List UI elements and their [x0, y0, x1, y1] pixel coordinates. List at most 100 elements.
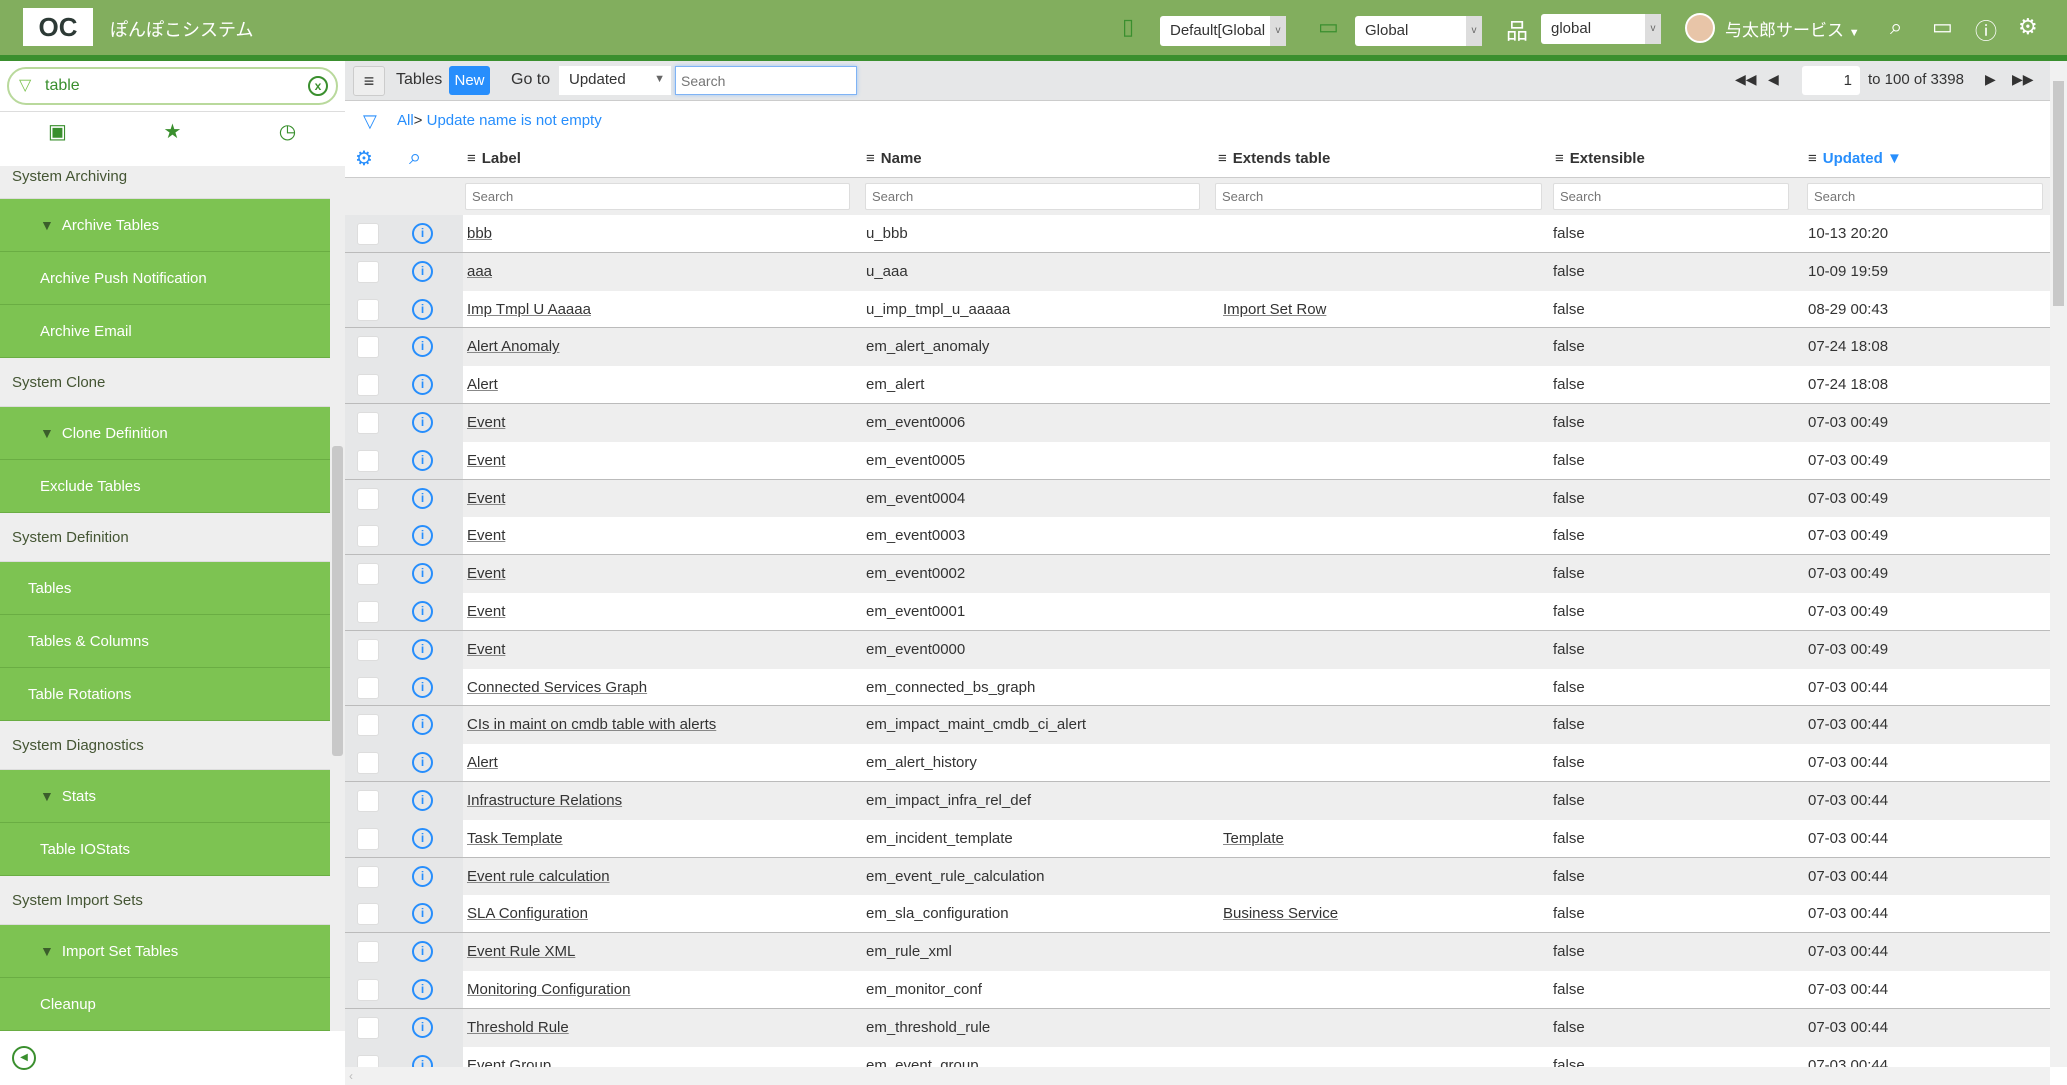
cell-label-link[interactable]: Event: [467, 527, 505, 544]
expand-triangle-icon[interactable]: ▼: [40, 943, 54, 959]
link[interactable]: Event: [467, 527, 506, 545]
info-icon[interactable]: i: [412, 298, 433, 320]
link[interactable]: Threshold Rule: [467, 1018, 569, 1036]
info-icon[interactable]: i: [412, 676, 433, 698]
scroll-thumb[interactable]: [332, 446, 343, 756]
nav-item[interactable]: Tables: [0, 562, 330, 615]
info-icon[interactable]: i: [412, 374, 433, 396]
link[interactable]: aaa: [467, 262, 493, 280]
info-icon[interactable]: i: [412, 638, 433, 660]
info-icon[interactable]: i: [412, 563, 433, 585]
breadcrumb-all[interactable]: All: [397, 112, 414, 129]
avatar[interactable]: [1685, 13, 1715, 43]
info-icon[interactable]: i: [412, 903, 433, 925]
goto-search-input[interactable]: [675, 66, 857, 95]
search-icon[interactable]: ⌕: [409, 144, 422, 169]
link[interactable]: bbb: [467, 225, 493, 242]
info-icon[interactable]: i: [412, 260, 433, 282]
link[interactable]: Business Service: [1223, 905, 1339, 923]
help-icon[interactable]: ⓘ: [1975, 19, 1998, 44]
first-page-icon[interactable]: ◀◀: [1735, 71, 1757, 87]
row-checkbox[interactable]: [357, 487, 379, 510]
link[interactable]: Alert: [467, 376, 498, 394]
row-checkbox[interactable]: [357, 298, 379, 321]
row-checkbox[interactable]: [357, 223, 379, 245]
cell-label-link[interactable]: Monitoring Configuration: [467, 981, 630, 998]
nav-item[interactable]: Tables & Columns: [0, 615, 330, 668]
update-set-select[interactable]: Default[Global v: [1160, 16, 1286, 46]
updated-search-input[interactable]: [1807, 183, 2043, 210]
link[interactable]: Imp Tmpl U Aaaaa: [467, 300, 591, 318]
row-checkbox[interactable]: [357, 563, 379, 586]
application-select[interactable]: Global v: [1355, 16, 1482, 46]
info-icon[interactable]: i: [412, 1054, 433, 1067]
info-icon[interactable]: i: [412, 789, 433, 811]
cell-label-link[interactable]: bbb: [467, 225, 492, 242]
last-page-icon[interactable]: ▶▶: [2012, 71, 2034, 87]
column-header-updated[interactable]: ≡ Updated ▼: [1808, 150, 1902, 167]
cell-label-link[interactable]: aaa: [467, 263, 492, 280]
info-icon[interactable]: i: [412, 827, 433, 849]
gear-icon[interactable]: ⚙: [355, 148, 373, 170]
link[interactable]: Task Template: [467, 829, 563, 847]
link[interactable]: Event: [467, 413, 506, 431]
cell-label-link[interactable]: Event: [467, 452, 505, 469]
link[interactable]: Monitoring Configuration: [467, 980, 631, 998]
link[interactable]: CIs in maint on cmdb table with alerts: [467, 716, 717, 734]
link[interactable]: Event: [467, 489, 506, 507]
nav-item[interactable]: System Definition: [0, 513, 330, 562]
cell-label-link[interactable]: Event: [467, 603, 505, 620]
star-icon[interactable]: ★: [163, 121, 182, 143]
cell-label-link[interactable]: Task Template: [467, 830, 563, 847]
nav-item[interactable]: System Diagnostics: [0, 721, 330, 770]
collapse-nav-icon[interactable]: ◀: [12, 1046, 36, 1070]
scroll-left-icon[interactable]: ‹: [349, 1069, 353, 1083]
row-checkbox[interactable]: [357, 903, 379, 926]
extensible-search-input[interactable]: [1553, 183, 1789, 210]
domain-select[interactable]: global v: [1541, 14, 1661, 44]
link[interactable]: Alert Anomaly: [467, 338, 560, 356]
nav-item[interactable]: ▼ Import Set Tables: [0, 925, 330, 978]
cell-extends-link[interactable]: Import Set Row: [1223, 301, 1326, 318]
row-checkbox[interactable]: [357, 260, 379, 283]
breadcrumb-condition[interactable]: Update name is not empty: [426, 112, 602, 129]
column-menu-icon[interactable]: ≡: [866, 150, 875, 167]
expand-triangle-icon[interactable]: ▼: [40, 217, 54, 233]
link[interactable]: SLA Configuration: [467, 905, 588, 923]
logo[interactable]: OC: [23, 8, 93, 46]
cell-label-link[interactable]: SLA Configuration: [467, 905, 588, 922]
link[interactable]: Event: [467, 565, 506, 583]
row-checkbox[interactable]: [357, 638, 379, 661]
cell-label-link[interactable]: Event Group: [467, 1057, 551, 1067]
cell-label-link[interactable]: Event: [467, 414, 505, 431]
nav-item[interactable]: ▼ Clone Definition: [0, 407, 330, 460]
info-icon[interactable]: i: [412, 1016, 433, 1038]
cell-label-link[interactable]: Imp Tmpl U Aaaaa: [467, 301, 591, 318]
cell-label-link[interactable]: Alert Anomaly: [467, 338, 560, 355]
name-search-input[interactable]: [865, 183, 1200, 210]
row-checkbox[interactable]: [357, 941, 379, 964]
link[interactable]: Connected Services Graph: [467, 678, 648, 696]
row-checkbox[interactable]: [357, 714, 379, 737]
nav-item[interactable]: ▼ Stats: [0, 770, 330, 823]
search-icon[interactable]: ⌕: [1890, 14, 1903, 39]
filter-icon[interactable]: ▽: [363, 111, 377, 131]
cell-label-link[interactable]: CIs in maint on cmdb table with alerts: [467, 716, 716, 733]
cell-label-link[interactable]: Event rule calculation: [467, 868, 610, 885]
link[interactable]: Template: [1223, 829, 1284, 847]
info-icon[interactable]: i: [412, 487, 433, 509]
new-button[interactable]: New: [449, 66, 490, 95]
column-menu-icon[interactable]: ≡: [1808, 150, 1817, 167]
row-checkbox[interactable]: [357, 411, 379, 434]
vertical-scrollbar[interactable]: [2050, 61, 2067, 1067]
nav-item[interactable]: System Clone: [0, 358, 330, 407]
row-checkbox[interactable]: [357, 676, 379, 699]
cell-label-link[interactable]: Event: [467, 641, 505, 658]
scroll-thumb[interactable]: [2053, 81, 2064, 306]
column-menu-icon[interactable]: ≡: [1555, 150, 1564, 167]
cell-extends-link[interactable]: Template: [1223, 830, 1284, 847]
user-menu[interactable]: 与太郎サービス ▼: [1725, 16, 1860, 41]
cell-label-link[interactable]: Event Rule XML: [467, 943, 575, 960]
chat-icon[interactable]: ▭: [1932, 14, 1953, 39]
nav-item[interactable]: Table IOStats: [0, 823, 330, 876]
